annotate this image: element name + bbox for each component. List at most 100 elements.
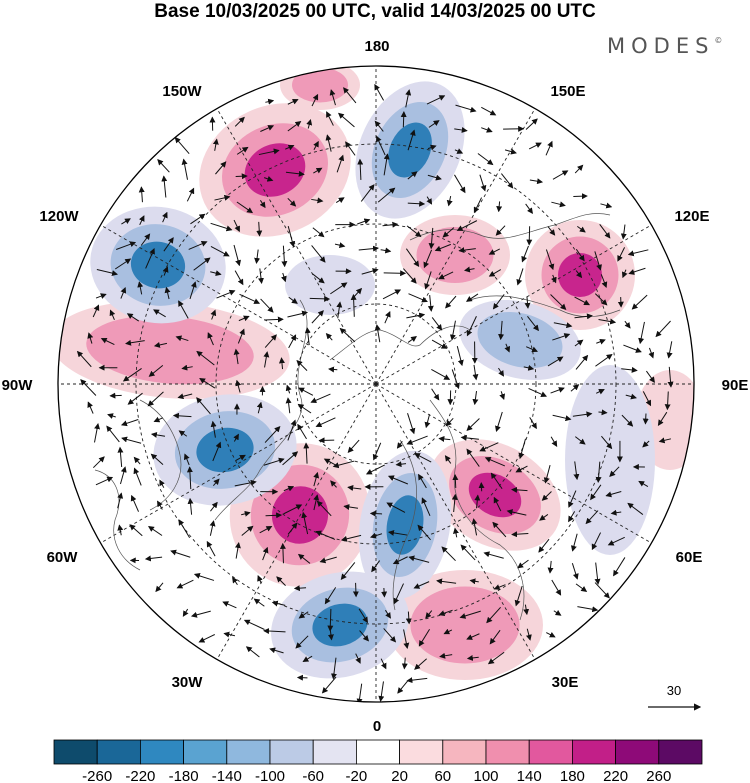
wind-vector-226 — [196, 350, 215, 366]
wind-vector-170 — [631, 294, 648, 310]
colorbar-tick-10: 140 — [517, 768, 542, 783]
latitude-circle-1 — [215, 223, 537, 545]
wind-vector-56 — [552, 170, 569, 180]
wind-vector-105 — [233, 244, 242, 267]
wind-vector-364 — [187, 497, 194, 515]
wind-vector-16 — [337, 112, 355, 128]
wind-vector-403 — [570, 533, 578, 552]
wind-vector-129 — [234, 270, 244, 286]
wind-vector-309 — [601, 435, 613, 450]
wind-vector-328 — [444, 455, 452, 464]
meridian-11 — [216, 108, 377, 385]
wind-vector-89 — [382, 221, 399, 228]
wind-vector-412 — [279, 542, 286, 564]
wind-vector-36 — [477, 153, 494, 166]
wind-vector-246 — [147, 391, 164, 407]
wind-vector-407 — [144, 555, 163, 562]
wind-vector-182 — [350, 293, 357, 317]
wind-vector-208 — [374, 324, 381, 343]
lon-label-60e: 60E — [676, 549, 703, 566]
anomaly-contour-16-0 — [285, 255, 375, 315]
colorbar-swatch-10 — [485, 739, 530, 765]
wind-vector-151 — [189, 281, 197, 300]
wind-vector-470 — [383, 628, 397, 643]
wind-vector-239 — [595, 354, 613, 367]
map-border — [57, 65, 695, 703]
wind-vector-98 — [599, 223, 611, 239]
wind-vector-69 — [407, 200, 426, 207]
wind-vector-196 — [87, 332, 94, 344]
coastline-6 — [139, 399, 182, 511]
wind-vector-460 — [523, 604, 530, 616]
wind-vector-478 — [245, 646, 260, 658]
wind-vector-114 — [434, 243, 451, 252]
wind-vector-223 — [122, 368, 142, 382]
wind-vector-417 — [392, 556, 408, 565]
meridian-1 — [375, 108, 536, 385]
wind-vector-24 — [174, 136, 190, 154]
wind-vector-146 — [628, 267, 646, 275]
wind-vector-237 — [547, 356, 564, 367]
wind-vector-32 — [376, 135, 386, 156]
anomaly-contour-8-1 — [292, 67, 348, 103]
colorbar-tick-1: -220 — [125, 768, 155, 783]
wind-vector-405 — [607, 536, 625, 546]
meridian-7 — [216, 383, 377, 660]
wind-vector-402 — [538, 538, 550, 553]
wind-vector-178 — [264, 316, 284, 323]
wind-vector-264 — [664, 391, 671, 411]
wind-vector-51 — [427, 174, 442, 181]
wind-vector-333 — [573, 461, 580, 481]
wind-vector-433 — [293, 585, 307, 592]
wind-vector-471 — [403, 629, 410, 650]
wind-vector-236 — [523, 364, 535, 371]
wind-vector-84 — [256, 221, 263, 237]
wind-vector-213 — [504, 343, 511, 353]
wind-vector-73 — [496, 201, 503, 213]
wind-vector-137 — [424, 271, 432, 290]
wind-vector-143 — [575, 270, 583, 279]
wind-vector-445 — [594, 582, 610, 599]
colorbar-swatch-1 — [96, 739, 141, 765]
wind-vector-363 — [157, 500, 163, 510]
wind-vector-270 — [196, 397, 211, 415]
wind-vector-350 — [387, 475, 409, 485]
wind-vector-193 — [624, 320, 631, 329]
wind-vector-482 — [355, 653, 361, 664]
wind-vector-318 — [212, 441, 222, 462]
colorbar-swatch-4 — [226, 739, 271, 765]
wind-vector-373 — [386, 502, 406, 513]
meridian-2 — [375, 224, 652, 385]
wind-vector-117 — [521, 245, 529, 263]
wind-vector-35 — [454, 148, 464, 154]
wind-vector-466 — [263, 628, 286, 634]
wind-vector-0 — [265, 98, 275, 105]
wind-vector-300 — [372, 442, 382, 461]
wind-vector-339 — [133, 467, 142, 486]
wind-vector-378 — [506, 509, 527, 516]
wind-vector-17 — [374, 120, 384, 132]
colorbar-swatch-3 — [183, 739, 228, 765]
wind-vector-54 — [500, 173, 514, 189]
lon-label-30e: 30E — [552, 674, 579, 691]
wind-vector-124 — [114, 258, 132, 270]
wind-vector-9 — [481, 106, 497, 116]
wind-vector-267 — [120, 419, 139, 427]
wind-vector-396 — [387, 529, 408, 536]
wind-vector-163 — [465, 293, 479, 302]
wind-vector-449 — [253, 598, 265, 607]
wind-vector-7 — [426, 95, 446, 105]
wind-vector-455 — [405, 611, 412, 625]
anomaly-contour-14-1 — [477, 311, 563, 369]
wind-vector-126 — [162, 266, 169, 276]
wind-vector-191 — [574, 313, 593, 320]
wind-vector-144 — [600, 274, 608, 289]
wind-vector-292 — [178, 430, 188, 437]
anomaly-contour-12-2 — [312, 603, 368, 647]
wind-vector-192 — [598, 318, 617, 325]
wind-vector-215 — [552, 333, 571, 341]
wind-vector-357 — [568, 490, 577, 508]
wind-vector-408 — [170, 549, 191, 558]
anomaly-contour-15-0 — [565, 365, 655, 555]
wind-vector-294 — [233, 433, 239, 442]
